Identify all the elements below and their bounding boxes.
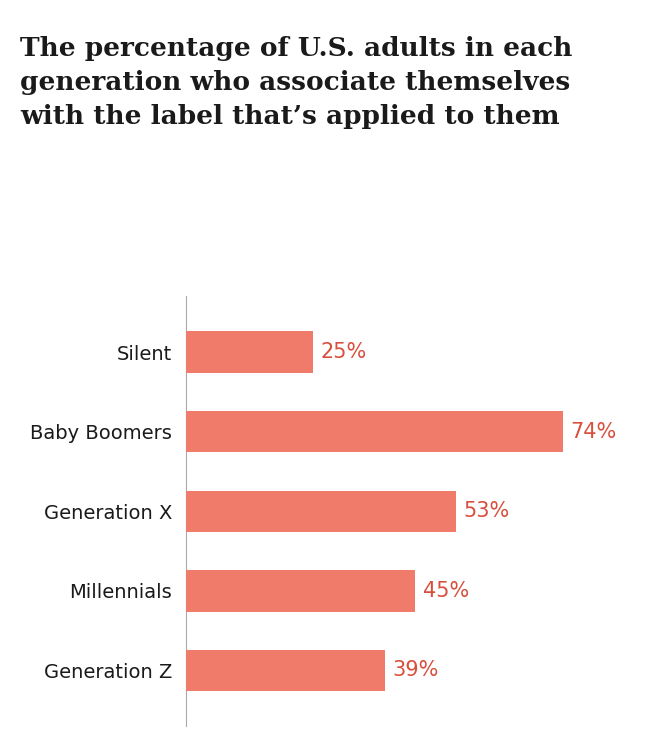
Text: 25%: 25% [321, 342, 367, 362]
Text: 53%: 53% [464, 502, 509, 521]
Bar [186, 331, 313, 373]
Bar [186, 570, 415, 611]
Text: The percentage of U.S. adults in each
generation who associate themselves
with t: The percentage of U.S. adults in each ge… [20, 36, 573, 129]
Bar [186, 491, 456, 532]
Text: 45%: 45% [423, 581, 469, 601]
Bar [186, 411, 563, 453]
Text: 74%: 74% [570, 422, 616, 442]
Text: 39%: 39% [392, 660, 438, 680]
Bar [186, 650, 384, 691]
